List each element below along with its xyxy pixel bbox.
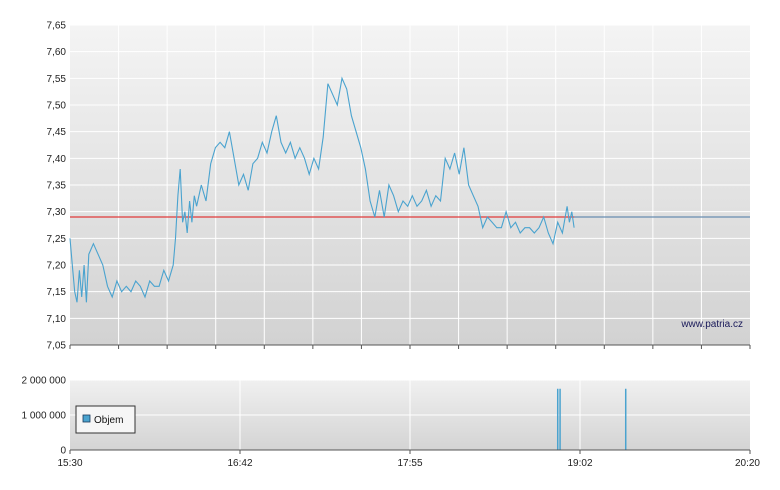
price-y-tick-label: 7,25 [47,234,67,245]
x-axis-ticks: 15:30 16:42 17:55 19:02 20:20 [57,450,760,469]
price-y-tick-label: 7,40 [47,154,67,165]
price-y-tick-label: 7,60 [47,47,67,58]
volume-grid [70,379,750,450]
price-y-tick-label: 7,30 [47,207,67,218]
legend-label: Objem [94,415,123,426]
price-y-tick-label: 7,15 [47,287,67,298]
legend-swatch [82,414,91,423]
x-tick-label: 15:30 [57,458,82,469]
volume-bars [556,388,627,450]
x-tick-label: 20:20 [735,458,760,469]
price-y-tick-label: 7,20 [47,261,67,272]
volume-y-tick-label: 2 000 000 [22,376,67,387]
price-y-tick-label: 7,65 [47,21,67,32]
price-y-tick-label: 7,50 [47,101,67,112]
price-y-axis: 7,05 7,10 7,15 7,20 7,25 7,30 7,35 7,40 7,45 7,50… [47,21,67,352]
x-tick-label: 17:55 [397,458,422,469]
price-series-line [69,76,575,303]
price-y-tick-label: 7,05 [47,341,67,352]
volume-y-tick-label: 1 000 000 [22,411,67,422]
legend: Objem [75,405,136,434]
price-y-tick-label: 7,10 [47,314,67,325]
volume-y-axis: 0 1 000 000 2 000 000 [22,376,67,457]
x-tick-label: 16:42 [227,458,252,469]
price-x-ticks [69,345,751,349]
watermark: www.patria.cz [680,319,743,330]
price-y-tick-label: 7,45 [47,127,67,138]
volume-y-tick-label: 0 [60,446,66,457]
x-tick-label: 19:02 [567,458,592,469]
price-grid [70,24,750,345]
price-y-tick-label: 7,35 [47,181,67,192]
price-y-tick-label: 7,55 [47,74,67,85]
